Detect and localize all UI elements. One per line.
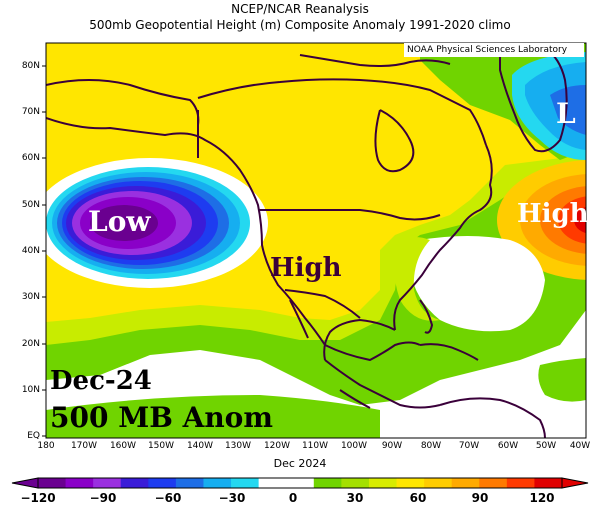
colorbar-tick-label: 120 (529, 491, 555, 505)
colorbar-segment (479, 478, 508, 488)
colorbar-segment (368, 478, 398, 488)
lon-label-140w: 140W (186, 441, 214, 451)
colorbar-segment (231, 478, 260, 488)
title-line-2: 500mb Geopotential Height (m) Composite … (89, 18, 511, 32)
title-line-1: NCEP/NCAR Reanalysis (231, 2, 369, 16)
colorbar-frame (37, 477, 563, 489)
colorbar-segment (38, 478, 67, 488)
low-greenland-label: L (556, 97, 576, 130)
colorbar-tick-label: −90 (89, 491, 117, 505)
lon-label-40w: 40W (569, 441, 591, 451)
colorbar-segment (534, 478, 563, 488)
colorbar-tick-label: 90 (471, 491, 489, 505)
lat-label-20n: 20N (21, 339, 40, 349)
level-label: 500 MB Anom (50, 401, 273, 434)
lat-label-30n: 30N (21, 292, 40, 302)
colorbar-segment (65, 478, 94, 488)
contour-low-pac-8 (90, 205, 158, 241)
high-atlantic-label: High (517, 199, 589, 229)
contour-high-atl-4 (558, 196, 586, 244)
colorbar-left-arrow (11, 477, 39, 489)
colorbar-tick-label: −60 (154, 491, 182, 505)
lat-label-40n: 40N (21, 246, 40, 256)
lat-label-60n: 60N (21, 153, 40, 163)
credit-label: NOAA Physical Sciences Laboratory (404, 43, 584, 57)
contour-high-atl-5 (574, 206, 586, 234)
colorbar-tick-label: 60 (409, 491, 427, 505)
lon-label-80w: 80W (420, 441, 442, 451)
lon-label-100w: 100W (340, 441, 368, 451)
colorbar-segment (313, 478, 342, 488)
map-field (46, 43, 586, 438)
colorbar-segment (148, 478, 177, 488)
lon-label-120w: 120W (263, 441, 291, 451)
lon-label-160w: 160W (109, 441, 137, 451)
colorbar-segment (506, 478, 535, 488)
colorbar-tick-label: 0 (288, 491, 298, 505)
lon-label-180: 180 (37, 441, 55, 451)
colorbar-segment (424, 478, 453, 488)
contour-low-greenland-core (550, 85, 586, 135)
colorbar (11, 477, 589, 489)
colorbar-segment (120, 478, 149, 488)
lon-label-90w: 90W (381, 441, 403, 451)
lat-label-50n: 50N (21, 200, 40, 210)
lon-label-150w: 150W (147, 441, 175, 451)
date-label: Dec-24 (50, 366, 152, 396)
colorbar-segment (175, 478, 204, 488)
month-label: Dec 2024 (273, 457, 327, 470)
contour-green-eq (46, 395, 380, 438)
colorbar-right-arrow (561, 477, 589, 489)
colorbar-segment (451, 478, 480, 488)
colorbar-tick-label: 30 (346, 491, 364, 505)
contour-white-gulf (410, 236, 545, 332)
lat-label-70n: 70N (21, 107, 40, 117)
colorbar-tick-label: −120 (20, 491, 56, 505)
colorbar-segment (286, 478, 315, 488)
colorbar-segment (396, 478, 425, 488)
colorbar-segment (341, 478, 370, 488)
low-pacific-label: Low (88, 205, 151, 238)
lon-label-130w: 130W (224, 441, 252, 451)
colorbar-segment (93, 478, 122, 488)
lon-label-50w: 50W (535, 441, 557, 451)
lat-label-80n: 80N (21, 61, 40, 71)
lon-label-110w: 110W (301, 441, 329, 451)
lat-ticks (42, 65, 46, 437)
high-west-label: High (270, 253, 342, 283)
lat-label-eq: EQ (27, 431, 40, 441)
lat-label-10n: 10N (21, 385, 40, 395)
lon-label-70w: 70W (458, 441, 480, 451)
colorbar-tick-label: −30 (218, 491, 246, 505)
colorbar-segment (258, 478, 287, 488)
coastlines (46, 45, 568, 438)
lon-label-170w: 170W (70, 441, 98, 451)
map-frame (45, 42, 587, 439)
colorbar-segment (203, 478, 232, 488)
contour-green-caribbean (538, 358, 586, 402)
lon-label-60w: 60W (497, 441, 519, 451)
contour-lime-gulf (393, 236, 440, 321)
